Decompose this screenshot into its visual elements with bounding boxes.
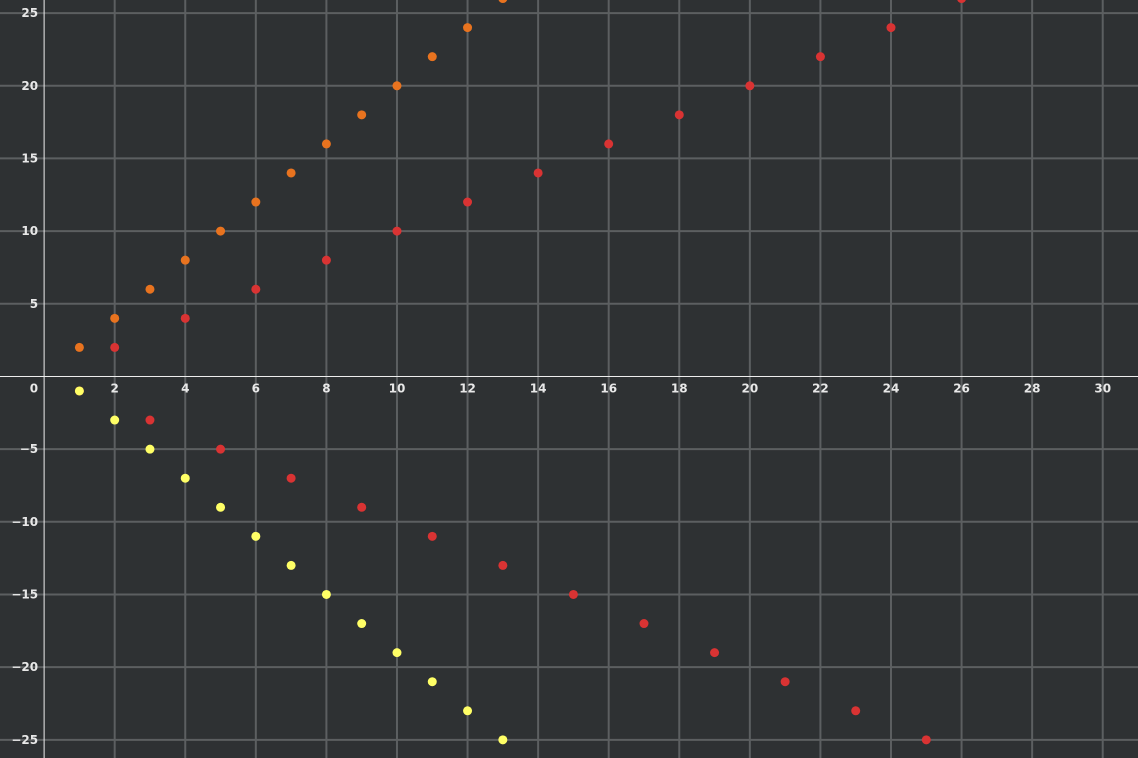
y-tick-label: 10 [21,224,38,238]
data-point [216,444,226,454]
tick-labels: 0 2 4 6 8 10 12 14 16 18 20 22 24 26 28 30−25−20−15−10… [11,6,1111,747]
data-point [710,648,720,658]
x-tick-label: 28 [1024,381,1041,395]
data-point [604,139,614,149]
x-tick-label: 24 [883,381,900,395]
data-point [145,444,155,454]
x-tick-label: 26 [953,381,970,395]
data-point [745,81,755,91]
x-tick-label: 22 [812,381,829,395]
x-tick-label: 30 [1094,381,1111,395]
data-point [180,313,190,323]
data-point [921,735,931,745]
y-tick-label: −15 [11,587,38,601]
data-point [957,0,966,4]
x-tick-label: 16 [600,381,617,395]
data-point [357,110,367,120]
data-point [357,619,367,629]
data-point [74,342,84,352]
y-tick-label: 25 [21,6,38,20]
data-point [145,415,155,425]
x-tick-label: 4 [181,381,189,395]
data-point [498,0,508,4]
y-tick-label: 5 [30,297,38,311]
y-tick-label: −25 [11,733,38,747]
data-point [74,386,84,396]
data-point [498,735,508,745]
data-point [463,706,473,716]
data-point [568,589,578,599]
y-tick-label: −5 [20,442,38,456]
x-tick-label: 8 [322,381,330,395]
data-point [251,197,261,207]
data-point [216,502,226,512]
x-tick-label: 12 [459,381,476,395]
data-point [427,52,437,62]
x-tick-label: 14 [530,381,547,395]
data-point [392,648,402,658]
data-point [110,415,120,425]
data-point [533,168,543,178]
data-point [498,560,508,570]
data-point [110,313,120,323]
x-tick-label: 18 [671,381,688,395]
data-point [639,619,649,629]
data-point [427,677,437,687]
data-point [815,52,825,62]
data-point [251,284,261,294]
data-point [216,226,226,236]
data-point [321,139,331,149]
data-point [286,473,296,483]
data-point [321,589,331,599]
data-point [674,110,684,120]
data-point [145,284,155,294]
x-tick-label: 6 [252,381,260,395]
x-tick-label: 2 [111,381,119,395]
data-point [357,502,367,512]
data-point [110,342,120,352]
y-tick-label: −20 [11,660,38,674]
data-point [780,677,790,687]
data-point [851,706,861,716]
data-point [180,473,190,483]
data-point [321,255,331,265]
data-point [463,197,473,207]
y-tick-label: 20 [21,79,38,93]
y-tick-label: −10 [11,515,38,529]
data-point [251,531,261,541]
data-points [74,0,966,745]
data-point [463,23,473,33]
origin-label: 0 [30,381,38,395]
data-point [286,560,296,570]
data-point [286,168,296,178]
data-point [886,23,896,33]
y-tick-label: 15 [21,151,38,165]
data-point [427,531,437,541]
x-tick-label: 20 [741,381,758,395]
data-point [180,255,190,265]
data-point [392,81,402,91]
data-point [392,226,402,236]
x-tick-label: 10 [389,381,406,395]
